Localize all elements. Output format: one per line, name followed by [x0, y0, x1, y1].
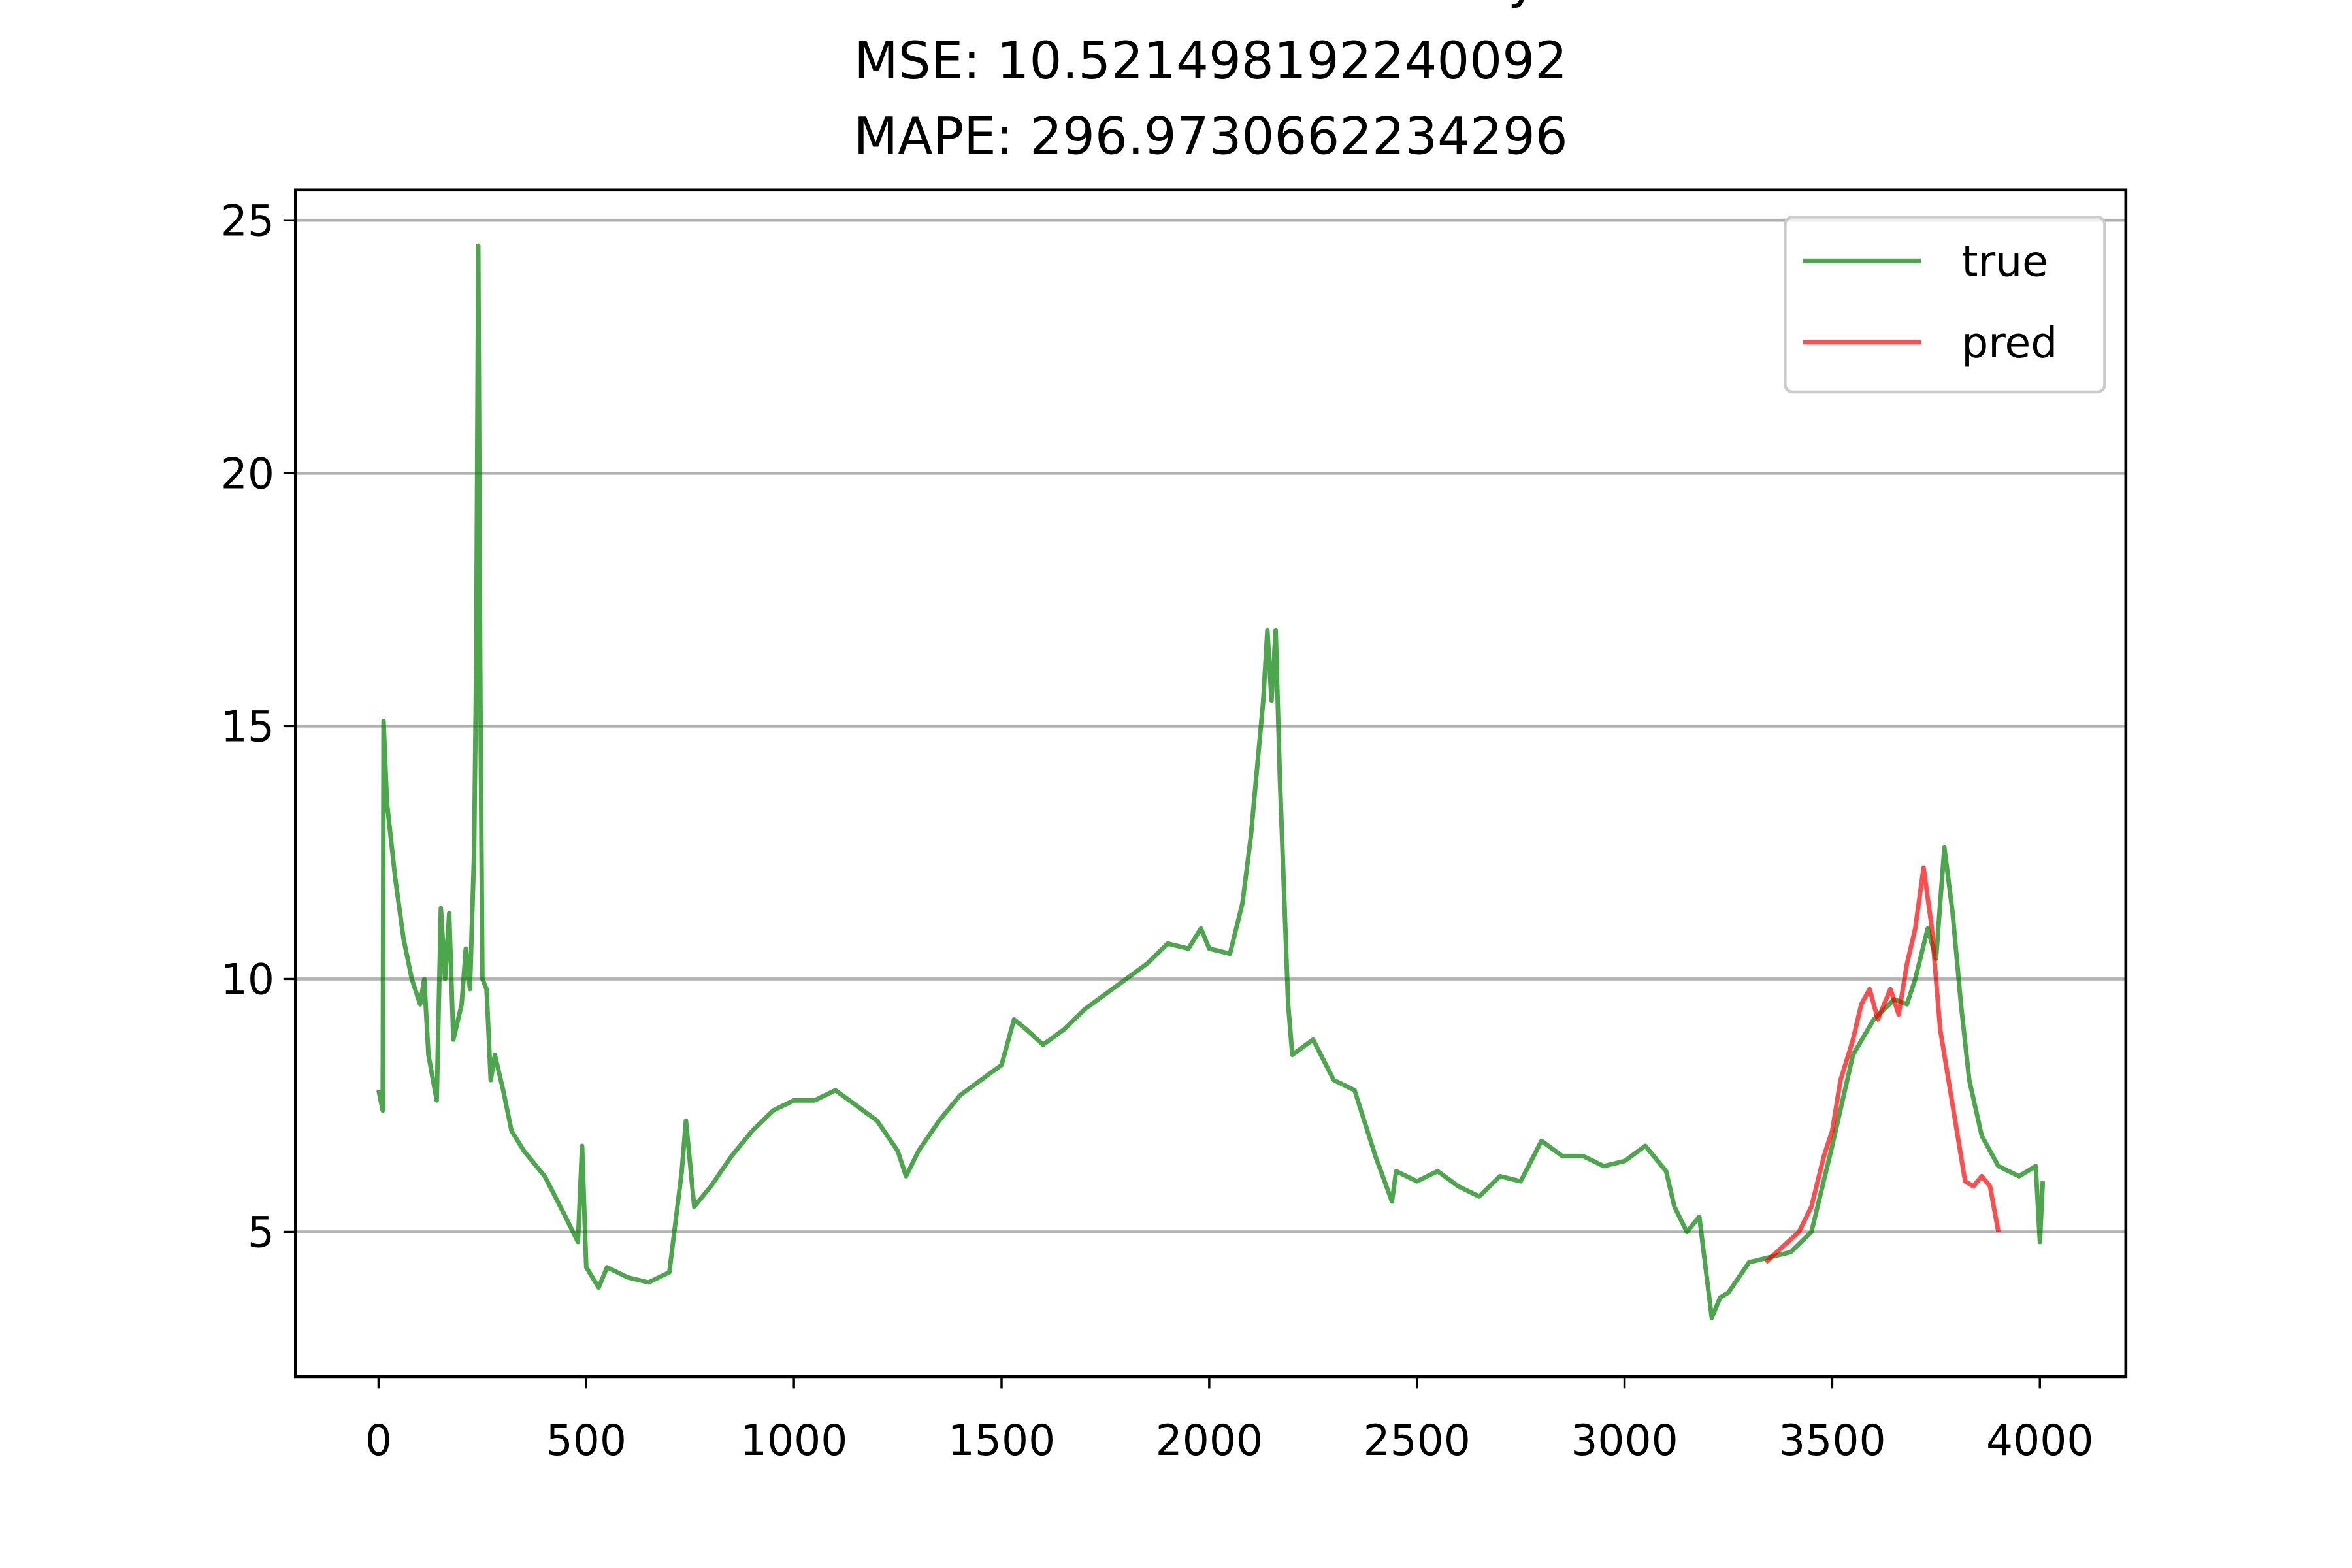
chart-caption: MAPE: 296.9730662234296: [853, 106, 1567, 166]
legend-label: pred: [1961, 319, 2057, 368]
x-tick-label: 500: [546, 1416, 627, 1465]
line-series: [1764, 865, 2001, 1264]
chart-title: LSTM Russia One-Year Treasury Yield: [745, 0, 1676, 9]
x-tick-label: 0: [365, 1416, 392, 1465]
y-tick-label: 5: [248, 1209, 274, 1258]
x-tick-label: 4000: [1986, 1416, 2093, 1465]
y-tick-label: 25: [221, 197, 274, 246]
chart-subtitle: MSE: 10.521498192240092: [854, 31, 1567, 91]
legend-label: true: [1961, 237, 2048, 286]
y-tick-label: 15: [221, 702, 274, 751]
y-tick-label: 20: [221, 449, 274, 498]
x-tick-label: 2000: [1156, 1416, 1263, 1465]
x-tick-label: 3000: [1571, 1416, 1678, 1465]
line-series: [376, 243, 2046, 1320]
y-tick-label: 10: [221, 956, 274, 1005]
x-tick-label: 3500: [1778, 1416, 1886, 1465]
plot-frame: [293, 188, 2128, 1379]
x-tick-label: 1500: [948, 1416, 1055, 1465]
x-tick-label: 2500: [1363, 1416, 1470, 1465]
x-tick-label: 1000: [740, 1416, 847, 1465]
